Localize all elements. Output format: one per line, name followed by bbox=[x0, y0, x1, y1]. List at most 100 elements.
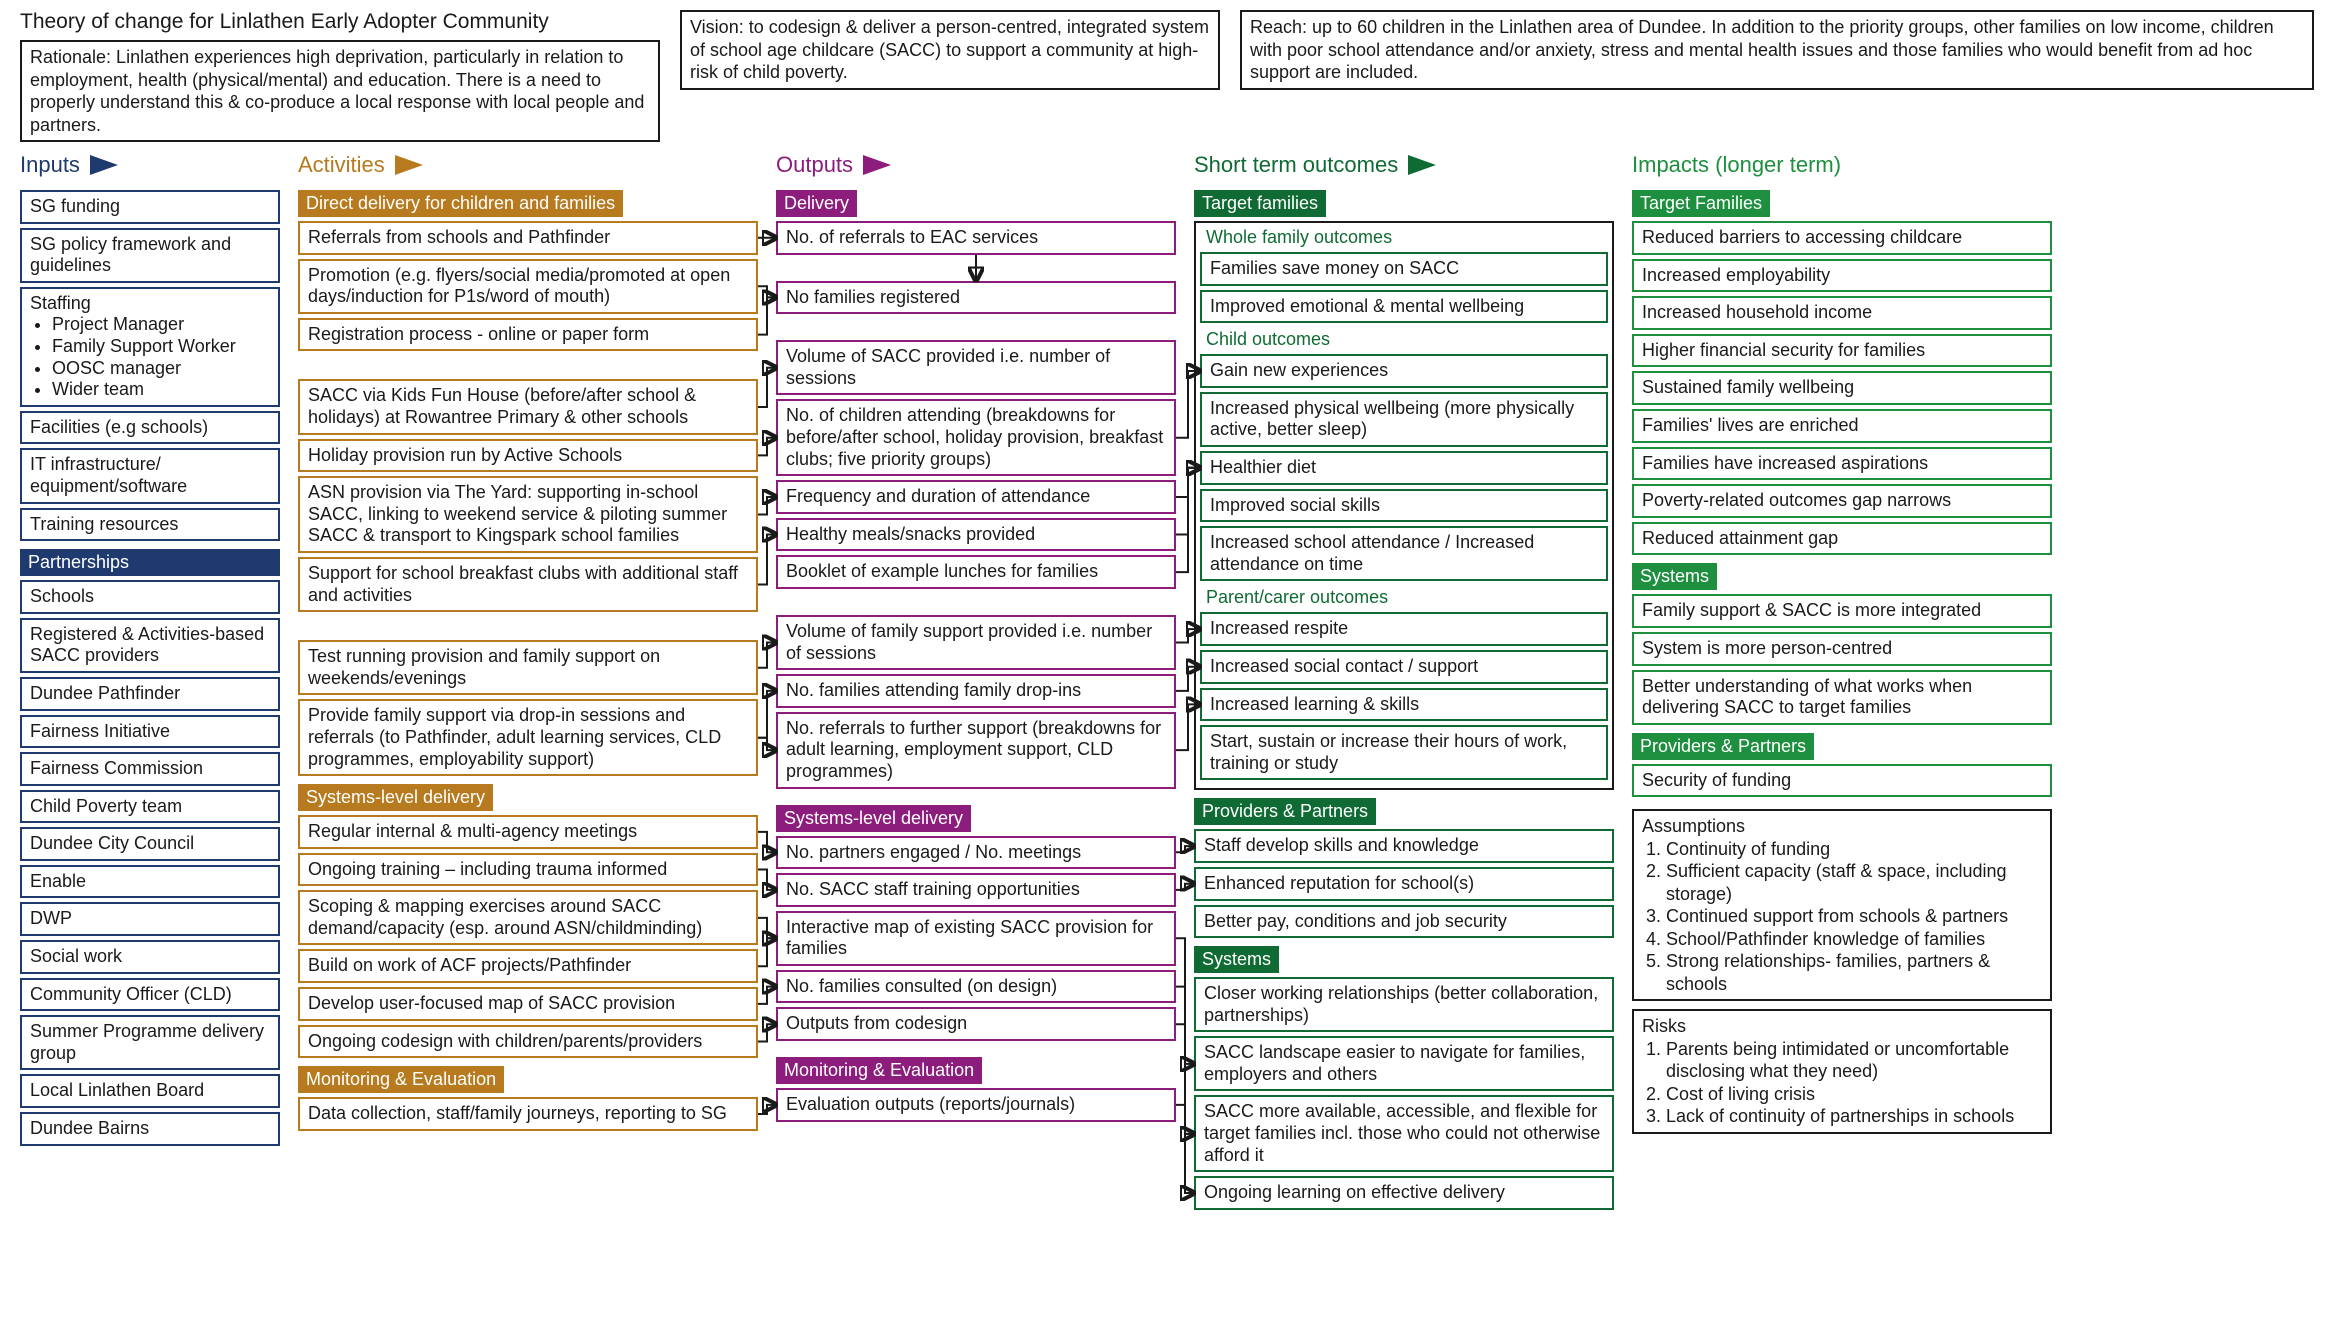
connector bbox=[758, 691, 776, 738]
partnership-item: Registered & Activities-based SACC provi… bbox=[20, 618, 280, 673]
inputs-heading-text: Inputs bbox=[20, 152, 80, 178]
activity-item: Registration process - online or paper f… bbox=[298, 318, 758, 352]
arrow-icon bbox=[863, 155, 891, 175]
activities-heading-text: Activities bbox=[298, 152, 385, 178]
activity-item: Build on work of ACF projects/Pathfinder bbox=[298, 949, 758, 983]
rationale-box: Rationale: Linlathen experiences high de… bbox=[20, 40, 660, 142]
assumption-item: Strong relationships- families, partners… bbox=[1666, 950, 2042, 995]
partnership-item: Enable bbox=[20, 865, 280, 899]
col-inputs: Inputs SG funding SG policy framework and… bbox=[20, 146, 280, 1150]
output-item: No. SACC staff training opportunities bbox=[776, 873, 1176, 907]
impact-item: Families have increased aspirations bbox=[1632, 447, 2052, 481]
sto-sub-label: Child outcomes bbox=[1200, 327, 1608, 350]
connector bbox=[758, 643, 776, 668]
output-item: Outputs from codesign bbox=[776, 1007, 1176, 1041]
reach-box: Reach: up to 60 children in the Linlathe… bbox=[1240, 10, 2314, 90]
connector bbox=[1176, 938, 1194, 1064]
connector bbox=[758, 869, 776, 889]
assumption-item: Continued support from schools & partner… bbox=[1666, 905, 2042, 928]
connector bbox=[758, 535, 776, 585]
sto-heading: Short term outcomes bbox=[1194, 152, 1614, 178]
arrow-icon bbox=[1408, 155, 1436, 175]
partnership-item: Child Poverty team bbox=[20, 790, 280, 824]
connector bbox=[758, 438, 776, 456]
activity-item: Holiday provision run by Active Schools bbox=[298, 439, 758, 473]
partnership-item: Social work bbox=[20, 940, 280, 974]
activity-item: Provide family support via drop-in sessi… bbox=[298, 699, 758, 776]
assumptions-title: Assumptions bbox=[1642, 815, 2042, 838]
arrow-icon bbox=[395, 155, 423, 175]
output-item: No families registered bbox=[776, 281, 1176, 315]
output-item: Healthy meals/snacks provided bbox=[776, 518, 1176, 552]
risks-box: Risks Parents being intimidated or uncom… bbox=[1632, 1009, 2052, 1134]
inputs-item: Facilities (e.g schools) bbox=[20, 411, 280, 445]
activity-item: ASN provision via The Yard: supporting i… bbox=[298, 476, 758, 553]
output-item: No. of referrals to EAC services bbox=[776, 221, 1176, 255]
activity-item: Ongoing training – including trauma info… bbox=[298, 853, 758, 887]
inputs-item: Training resources bbox=[20, 508, 280, 542]
activity-item: Develop user-focused map of SACC provisi… bbox=[298, 987, 758, 1021]
partnerships-heading: Partnerships bbox=[20, 549, 280, 576]
impact-item: Reduced attainment gap bbox=[1632, 522, 2052, 556]
impact-item: Family support & SACC is more integrated bbox=[1632, 594, 2052, 628]
columns-wrap: Inputs SG funding SG policy framework and… bbox=[20, 146, 2314, 1214]
outputs-heading-text: Outputs bbox=[776, 152, 853, 178]
col-outputs: Outputs Delivery No. of referrals to EAC … bbox=[776, 146, 1176, 1126]
outputs-group-heading: Systems-level delivery bbox=[776, 805, 971, 832]
connector bbox=[1176, 987, 1194, 1134]
connector bbox=[758, 918, 776, 938]
inputs-item: SG policy framework and guidelines bbox=[20, 228, 280, 283]
output-item: Interactive map of existing SACC provisi… bbox=[776, 911, 1176, 966]
impact-item: Increased household income bbox=[1632, 296, 2052, 330]
partnership-item: Local Linlathen Board bbox=[20, 1074, 280, 1108]
arrow-icon bbox=[90, 155, 118, 175]
impacts-group-heading: Providers & Partners bbox=[1632, 733, 1814, 760]
vision-box: Vision: to codesign & deliver a person-c… bbox=[680, 10, 1220, 90]
impacts-heading: Impacts (longer term) bbox=[1632, 152, 2052, 178]
impact-item: Increased employability bbox=[1632, 259, 2052, 293]
outputs-group-heading: Delivery bbox=[776, 190, 857, 217]
sto-item: Closer working relationships (better col… bbox=[1194, 977, 1614, 1032]
impacts-group-heading: Target Families bbox=[1632, 190, 1770, 217]
partnership-item: Dundee Bairns bbox=[20, 1112, 280, 1146]
connector bbox=[1176, 1105, 1194, 1193]
impacts-heading-text: Impacts (longer term) bbox=[1632, 152, 1841, 178]
activity-item: Ongoing codesign with children/parents/p… bbox=[298, 1025, 758, 1059]
sto-sub-label: Parent/carer outcomes bbox=[1200, 585, 1608, 608]
partnership-item: DWP bbox=[20, 902, 280, 936]
connector bbox=[1176, 884, 1194, 890]
output-item: Volume of SACC provided i.e. number of s… bbox=[776, 340, 1176, 395]
output-item: No. partners engaged / No. meetings bbox=[776, 836, 1176, 870]
sto-item: Improved social skills bbox=[1200, 489, 1608, 523]
activity-item: Data collection, staff/family journeys, … bbox=[298, 1097, 758, 1131]
sto-item: SACC more available, accessible, and fle… bbox=[1194, 1095, 1614, 1172]
connector bbox=[758, 497, 776, 515]
activity-item: Referrals from schools and Pathfinder bbox=[298, 221, 758, 255]
activities-group-heading: Systems-level delivery bbox=[298, 784, 493, 811]
sto-group-heading: Systems bbox=[1194, 946, 1279, 973]
impact-item: Sustained family wellbeing bbox=[1632, 371, 2052, 405]
inputs-item: StaffingProject ManagerFamily Support Wo… bbox=[20, 287, 280, 407]
activity-item: SACC via Kids Fun House (before/after sc… bbox=[298, 379, 758, 434]
sto-item: Better pay, conditions and job security bbox=[1194, 905, 1614, 939]
inputs-item: SG funding bbox=[20, 190, 280, 224]
activity-item: Test running provision and family suppor… bbox=[298, 640, 758, 695]
activities-group-heading: Direct delivery for children and familie… bbox=[298, 190, 623, 217]
partnership-item: Fairness Initiative bbox=[20, 715, 280, 749]
impacts-group-heading: Systems bbox=[1632, 563, 1717, 590]
sto-group-heading: Target families bbox=[1194, 190, 1326, 217]
connector bbox=[1176, 846, 1194, 852]
outputs-group-heading: Monitoring & Evaluation bbox=[776, 1057, 982, 1084]
impact-item: Poverty-related outcomes gap narrows bbox=[1632, 484, 2052, 518]
connector bbox=[758, 297, 776, 334]
output-item: Volume of family support provided i.e. n… bbox=[776, 615, 1176, 670]
assumption-item: Continuity of funding bbox=[1666, 838, 2042, 861]
activities-group-heading: Monitoring & Evaluation bbox=[298, 1066, 504, 1093]
page-title: Theory of change for Linlathen Early Ado… bbox=[20, 10, 660, 34]
sto-item: Gain new experiences bbox=[1200, 354, 1608, 388]
impact-item: Reduced barriers to accessing childcare bbox=[1632, 221, 2052, 255]
partnership-item: Summer Programme delivery group bbox=[20, 1015, 280, 1070]
connector bbox=[758, 832, 776, 852]
connector bbox=[758, 938, 776, 966]
sto-item: Increased social contact / support bbox=[1200, 650, 1608, 684]
